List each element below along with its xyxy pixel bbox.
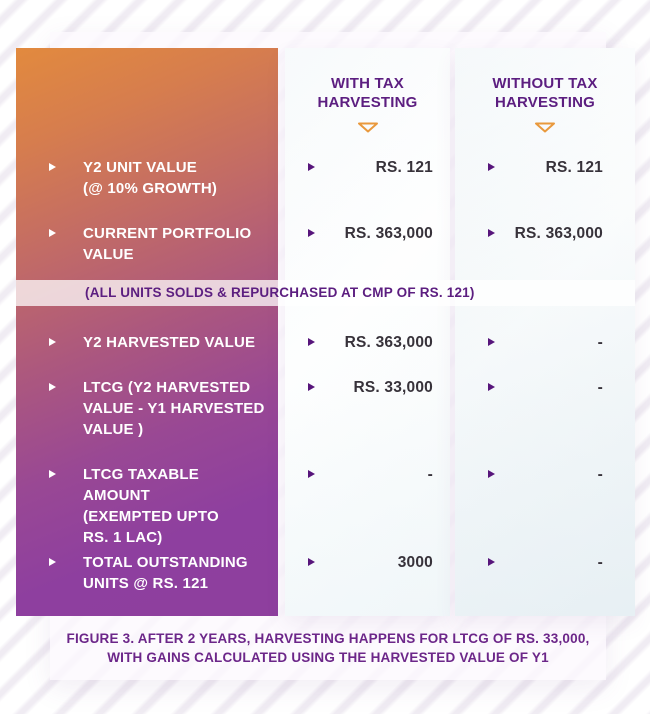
value-text: RS. 33,000 bbox=[353, 379, 433, 396]
label-column-header-empty bbox=[16, 48, 278, 150]
row-label-total-outstanding-units: TOTAL OUTSTANDING UNITS @ RS. 121 bbox=[16, 544, 278, 616]
bullet-arrow-icon bbox=[308, 558, 315, 566]
value-text: - bbox=[597, 466, 603, 483]
row-label-y2-harvested-value: Y2 HARVESTED VALUE bbox=[16, 306, 278, 372]
with-tax-harvesting-column: WITH TAX HARVESTING RS. 121 RS. 363,000 … bbox=[285, 48, 450, 616]
row-label-ltcg: LTCG (Y2 HARVESTED VALUE - Y1 HARVESTED … bbox=[16, 372, 278, 458]
figure-caption-line2: WITH GAINS CALCULATED USING THE HARVESTE… bbox=[107, 650, 549, 665]
value-text: - bbox=[597, 334, 603, 351]
value-text: - bbox=[597, 554, 603, 571]
row-label-text: Y2 UNIT VALUE (@ 10% GROWTH) bbox=[83, 159, 218, 197]
value-cell: RS. 363,000 bbox=[455, 216, 635, 280]
row-label-y2-unit-value: Y2 UNIT VALUE (@ 10% GROWTH) bbox=[16, 150, 278, 216]
without-tax-column-header: WITHOUT TAX HARVESTING bbox=[455, 48, 635, 150]
value-cell: - bbox=[455, 306, 635, 372]
row-labels-column: Y2 UNIT VALUE (@ 10% GROWTH) CURRENT POR… bbox=[16, 48, 278, 616]
value-text: RS. 363,000 bbox=[344, 225, 433, 242]
bullet-arrow-icon bbox=[49, 163, 56, 171]
value-text: RS. 121 bbox=[545, 159, 603, 176]
bullet-arrow-icon bbox=[488, 229, 495, 237]
note-band-text: (ALL UNITS SOLDS & REPURCHASED AT CMP OF… bbox=[85, 285, 475, 300]
with-tax-column-header: WITH TAX HARVESTING bbox=[285, 48, 450, 150]
value-cell: - bbox=[285, 458, 450, 544]
value-cell: - bbox=[455, 544, 635, 616]
bullet-arrow-icon bbox=[49, 470, 56, 478]
down-triangle-icon bbox=[285, 120, 450, 138]
value-text: RS. 121 bbox=[375, 159, 433, 176]
row-label-text: CURRENT PORTFOLIO VALUE bbox=[83, 225, 252, 263]
without-tax-harvesting-column: WITHOUT TAX HARVESTING RS. 121 RS. 363,0… bbox=[455, 48, 635, 616]
bullet-arrow-icon bbox=[308, 338, 315, 346]
note-band: (ALL UNITS SOLDS & REPURCHASED AT CMP OF… bbox=[16, 280, 635, 306]
row-label-text: TOTAL OUTSTANDING UNITS @ RS. 121 bbox=[83, 554, 248, 592]
value-text: 3000 bbox=[397, 554, 433, 571]
value-cell: - bbox=[455, 372, 635, 458]
bullet-arrow-icon bbox=[488, 558, 495, 566]
value-cell: RS. 121 bbox=[285, 150, 450, 216]
value-cell: 3000 bbox=[285, 544, 450, 616]
value-cell: - bbox=[455, 458, 635, 544]
row-label-current-portfolio-value: CURRENT PORTFOLIO VALUE bbox=[16, 216, 278, 280]
bullet-arrow-icon bbox=[488, 383, 495, 391]
row-label-text: Y2 HARVESTED VALUE bbox=[83, 334, 256, 351]
row-label-text: LTCG (Y2 HARVESTED VALUE - Y1 HARVESTED … bbox=[83, 379, 265, 438]
bullet-arrow-icon bbox=[308, 163, 315, 171]
value-text: RS. 363,000 bbox=[344, 334, 433, 351]
bullet-arrow-icon bbox=[488, 470, 495, 478]
value-cell: RS. 363,000 bbox=[285, 306, 450, 372]
bullet-arrow-icon bbox=[488, 338, 495, 346]
bullet-arrow-icon bbox=[308, 383, 315, 391]
value-text: - bbox=[427, 466, 433, 483]
row-label-text: LTCG TAXABLE AMOUNT (EXEMPTED UPTO RS. 1… bbox=[83, 466, 219, 546]
column-header-text: WITH TAX HARVESTING bbox=[317, 75, 418, 111]
value-cell: RS. 121 bbox=[455, 150, 635, 216]
figure-caption: FIGURE 3. AFTER 2 YEARS, HARVESTING HAPP… bbox=[50, 629, 606, 667]
figure-caption-line1: FIGURE 3. AFTER 2 YEARS, HARVESTING HAPP… bbox=[66, 631, 590, 646]
row-label-ltcg-taxable-amount: LTCG TAXABLE AMOUNT (EXEMPTED UPTO RS. 1… bbox=[16, 458, 278, 546]
bullet-arrow-icon bbox=[49, 558, 56, 566]
value-cell: RS. 363,000 bbox=[285, 216, 450, 280]
value-cell: RS. 33,000 bbox=[285, 372, 450, 458]
bullet-arrow-icon bbox=[308, 470, 315, 478]
comparison-table: Y2 UNIT VALUE (@ 10% GROWTH) CURRENT POR… bbox=[16, 48, 635, 616]
bullet-arrow-icon bbox=[488, 163, 495, 171]
value-text: - bbox=[597, 379, 603, 396]
bullet-arrow-icon bbox=[308, 229, 315, 237]
bullet-arrow-icon bbox=[49, 338, 56, 346]
bullet-arrow-icon bbox=[49, 229, 56, 237]
bullet-arrow-icon bbox=[49, 383, 56, 391]
down-triangle-icon bbox=[455, 120, 635, 138]
value-text: RS. 363,000 bbox=[514, 225, 603, 242]
column-header-text: WITHOUT TAX HARVESTING bbox=[492, 75, 598, 111]
